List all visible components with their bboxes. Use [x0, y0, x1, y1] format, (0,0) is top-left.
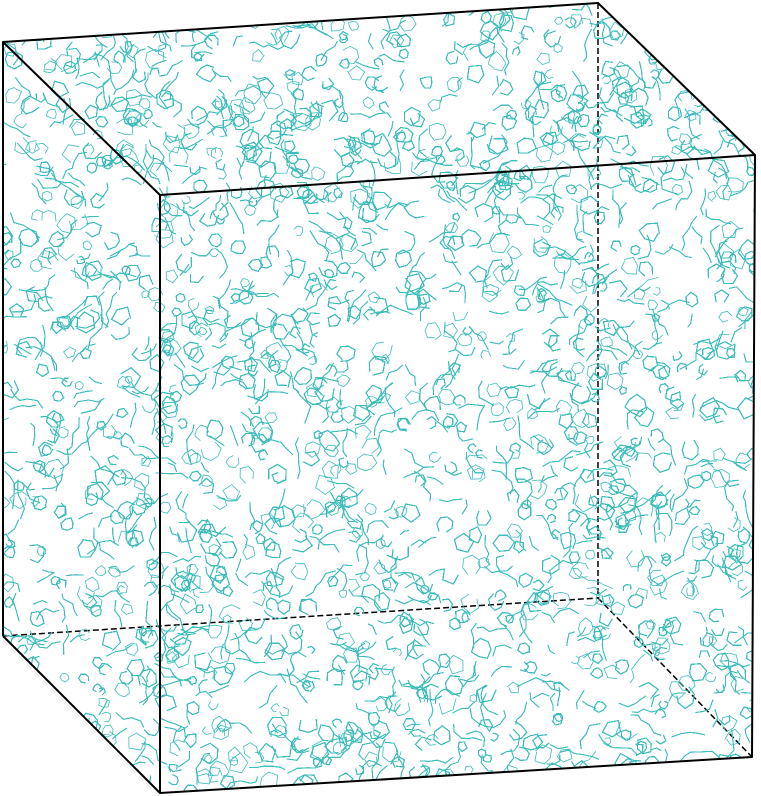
- box-back-edges: [2, 3, 753, 758]
- box-edge: [2, 597, 599, 637]
- box-front-face: [159, 154, 756, 794]
- box-edge: [597, 597, 753, 758]
- box-edge: [2, 635, 161, 794]
- box-edge: [2, 41, 161, 196]
- box-edge: [2, 2, 756, 636]
